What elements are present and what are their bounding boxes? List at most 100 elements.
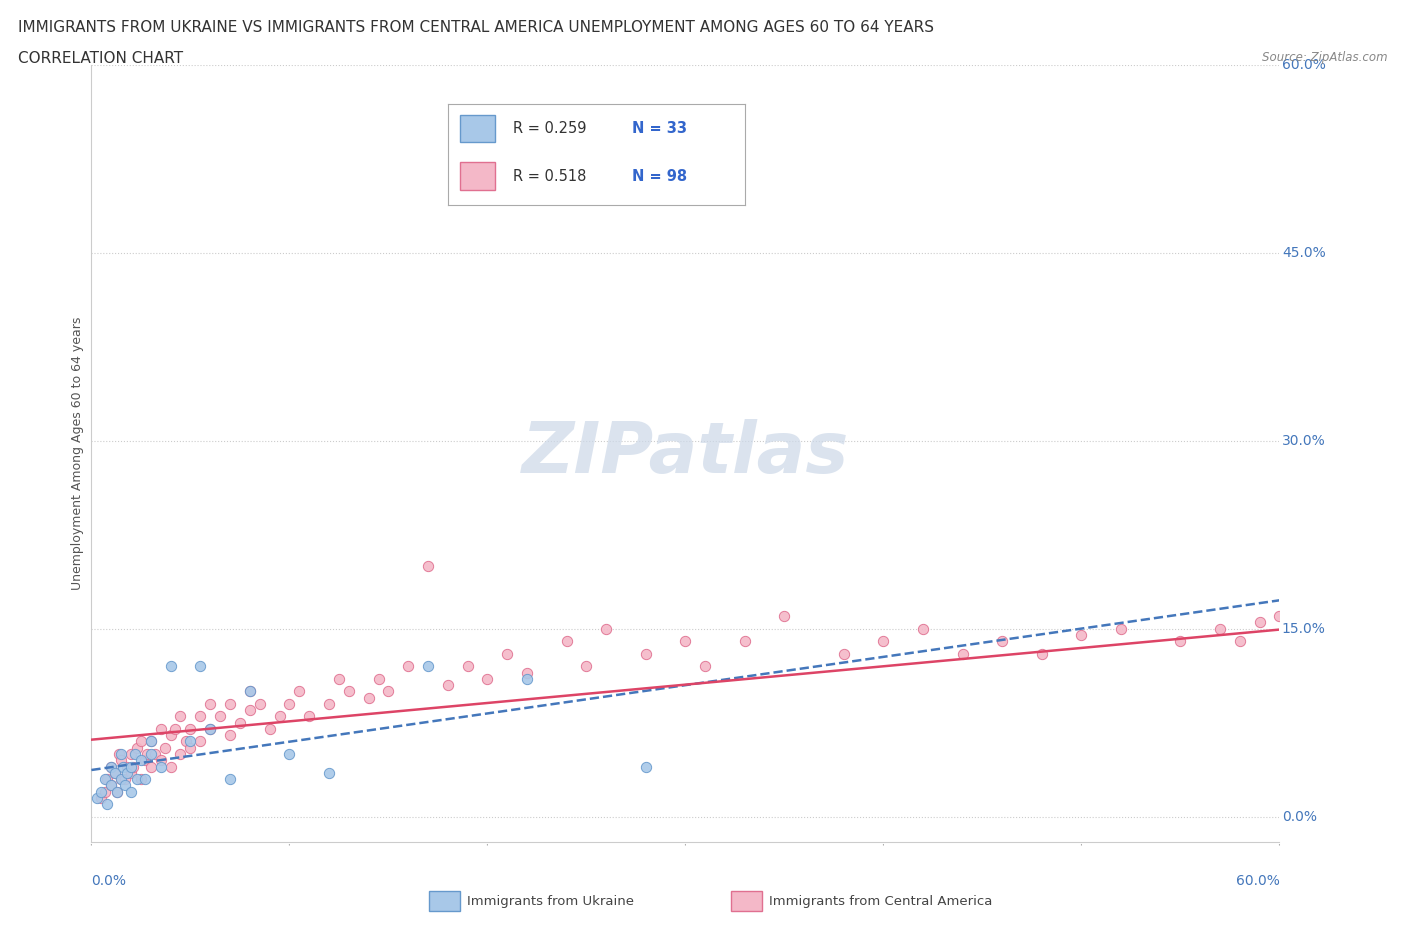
Point [112,759,135,774]
Point [832,646,855,661]
Point [139,734,162,749]
Text: 45.0%: 45.0% [1282,246,1326,260]
Point [496,646,519,661]
Point [86,790,108,805]
Point [108,747,131,762]
Point [100,777,122,792]
Point [872,634,894,649]
Point [120,747,142,762]
Text: Immigrants from Central America: Immigrants from Central America [769,895,993,908]
Point [179,722,201,737]
Point [115,759,138,774]
Point [94,772,117,787]
Point [176,734,198,749]
Point [298,709,321,724]
Point [457,658,479,673]
Point [163,722,186,737]
Point [159,658,181,673]
Point [396,658,419,673]
Point [219,728,242,743]
Point [153,740,176,755]
Point [188,709,211,724]
Point [377,684,399,698]
Point [219,772,242,787]
Text: 60.0%: 60.0% [1282,58,1326,73]
Text: Source: ZipAtlas.com: Source: ZipAtlas.com [1263,51,1388,64]
Point [695,658,717,673]
Point [1229,634,1251,649]
Text: 0.0%: 0.0% [1282,810,1317,824]
Point [120,784,142,799]
Point [436,678,458,693]
Text: 15.0%: 15.0% [1282,622,1326,636]
Point [110,772,132,787]
Point [416,559,439,574]
Point [105,784,128,799]
Point [595,621,617,636]
Point [188,734,211,749]
Point [198,722,221,737]
Point [110,747,132,762]
Point [288,684,311,698]
FancyBboxPatch shape [460,163,495,190]
Point [120,765,142,780]
Point [135,747,157,762]
Point [634,759,657,774]
Text: ZIPatlas: ZIPatlas [522,418,849,488]
Point [134,752,156,767]
Point [219,697,242,711]
Point [169,709,191,724]
Point [149,759,172,774]
Point [159,728,181,743]
Point [110,752,132,767]
Point [1070,628,1092,643]
Point [139,734,162,749]
Point [734,634,756,649]
Point [575,658,598,673]
Point [673,634,696,649]
Text: 0.0%: 0.0% [91,874,127,888]
Point [100,759,122,774]
Text: CORRELATION CHART: CORRELATION CHART [18,51,183,66]
Point [239,703,262,718]
Point [555,634,578,649]
Point [125,772,148,787]
Point [125,740,148,755]
Point [120,759,142,774]
Point [318,765,340,780]
Point [278,697,301,711]
Point [328,671,350,686]
Point [952,646,974,661]
Point [139,747,162,762]
Text: Immigrants from Ukraine: Immigrants from Ukraine [467,895,634,908]
Point [198,722,221,737]
Point [991,634,1014,649]
Point [129,734,152,749]
Point [1209,621,1232,636]
Text: 30.0%: 30.0% [1282,434,1326,448]
Text: N = 98: N = 98 [631,168,688,183]
FancyBboxPatch shape [460,115,495,142]
Point [104,765,127,780]
Text: IMMIGRANTS FROM UKRAINE VS IMMIGRANTS FROM CENTRAL AMERICA UNEMPLOYMENT AMONG AG: IMMIGRANTS FROM UKRAINE VS IMMIGRANTS FR… [18,20,934,35]
Point [911,621,934,636]
Point [115,765,138,780]
Point [1347,609,1369,624]
Point [90,784,112,799]
Point [229,715,252,730]
Point [105,784,128,799]
Point [143,747,166,762]
Point [357,690,380,705]
Point [188,658,211,673]
Point [1268,609,1291,624]
Point [259,722,281,737]
Point [269,709,291,724]
Point [100,759,122,774]
Point [198,697,221,711]
Point [367,671,389,686]
Point [477,671,499,686]
Point [104,765,127,780]
Point [1031,646,1053,661]
Point [1249,615,1271,630]
Text: R = 0.259: R = 0.259 [513,121,586,136]
